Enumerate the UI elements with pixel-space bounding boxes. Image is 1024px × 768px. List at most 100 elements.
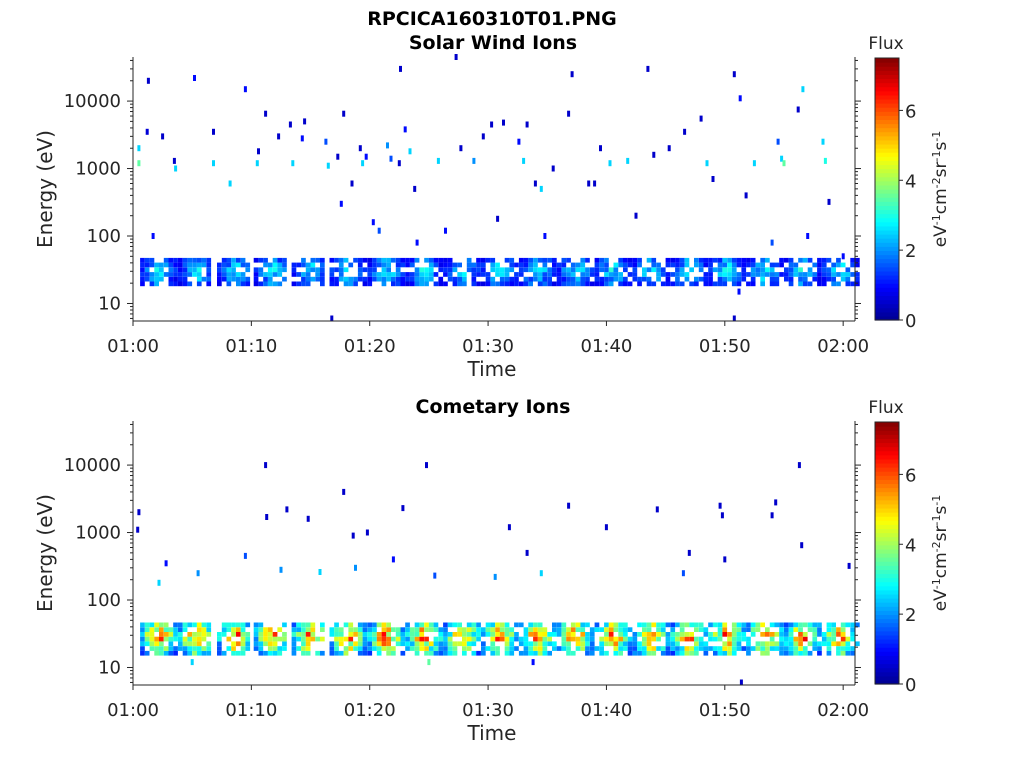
- band-cell: [717, 267, 723, 273]
- band-cell: [570, 636, 576, 642]
- band-cell: [755, 262, 761, 268]
- band-cell: [348, 281, 354, 287]
- band-cell: [542, 262, 548, 268]
- band-cell: [580, 267, 586, 273]
- band-cell: [514, 646, 519, 651]
- colorbar-segment: [875, 143, 899, 149]
- band-cell: [272, 646, 278, 651]
- band-cell: [296, 272, 301, 277]
- band-cell: [267, 267, 273, 273]
- flux-point: [415, 239, 419, 246]
- band-cell: [679, 257, 685, 263]
- band-cell: [731, 632, 737, 637]
- band-cell: [566, 636, 571, 642]
- band-cell: [144, 636, 150, 642]
- band-cell: [608, 622, 614, 628]
- band-cell: [192, 636, 197, 642]
- colorbar-segment: [875, 577, 899, 583]
- band-cell: [604, 627, 609, 632]
- band-cell: [462, 272, 467, 277]
- colorbar-tick-label: 4: [905, 535, 916, 556]
- band-cell: [499, 276, 505, 282]
- band-cell: [338, 632, 344, 637]
- band-cell: [675, 622, 680, 628]
- band-cell: [236, 622, 241, 628]
- band-cell: [168, 636, 174, 642]
- band-cell: [675, 272, 680, 277]
- band-cell: [755, 646, 761, 651]
- band-cell: [201, 646, 207, 651]
- band-cell: [651, 281, 657, 287]
- band-cell: [499, 622, 505, 628]
- band-cell: [367, 272, 373, 277]
- band-cell: [514, 622, 519, 628]
- band-cell: [703, 641, 709, 647]
- band-cell: [533, 632, 538, 637]
- band-cell: [855, 281, 860, 287]
- band-cell: [504, 632, 510, 637]
- colorbar-segment: [875, 164, 899, 170]
- band-cell: [694, 276, 699, 282]
- colorbar-segment: [875, 115, 899, 120]
- flux-point: [193, 75, 196, 81]
- band-cell: [679, 622, 685, 628]
- flux-point: [454, 54, 458, 60]
- band-cell: [154, 636, 159, 642]
- band-cell: [192, 632, 197, 637]
- band-cell: [381, 281, 387, 287]
- band-cell: [537, 636, 543, 642]
- band-cell: [604, 272, 609, 277]
- band-cell: [670, 281, 676, 287]
- band-cell: [623, 267, 628, 273]
- colorbar-segment: [875, 454, 899, 460]
- band-cell: [523, 632, 529, 637]
- band-cell: [656, 632, 661, 637]
- band-cell: [694, 641, 699, 647]
- flux-point: [243, 552, 247, 559]
- band-cell: [245, 646, 251, 651]
- band-cell: [798, 281, 803, 287]
- band-cell: [301, 627, 306, 632]
- band-cell: [272, 257, 278, 263]
- band-cell: [850, 627, 855, 632]
- band-cell: [140, 646, 145, 651]
- band-cell: [599, 650, 604, 656]
- band-cell: [727, 636, 732, 642]
- band-cell: [599, 636, 604, 642]
- band-cell: [599, 641, 604, 647]
- band-cell: [660, 646, 666, 651]
- flux-point: [172, 157, 176, 164]
- band-cell: [660, 650, 666, 656]
- band-cell: [485, 622, 491, 628]
- band-cell: [580, 641, 586, 647]
- band-cell: [362, 627, 368, 632]
- flux-point: [257, 148, 260, 155]
- y-tick-label: 10000: [64, 91, 121, 112]
- band-cell: [779, 262, 784, 268]
- band-cell: [604, 636, 609, 642]
- band-cell: [481, 650, 486, 656]
- band-cell: [447, 622, 453, 628]
- band-cell: [504, 276, 510, 282]
- band-cell: [395, 641, 401, 647]
- flux-point: [136, 526, 140, 533]
- band-cell: [708, 276, 713, 282]
- band-cell: [765, 650, 770, 656]
- band-cell: [618, 650, 623, 656]
- band-cell: [476, 636, 481, 642]
- band-cell: [277, 257, 283, 263]
- band-cell: [585, 281, 590, 287]
- band-cell: [817, 632, 822, 637]
- colorbar-segment: [875, 426, 899, 431]
- colorbar-segment: [875, 610, 899, 615]
- band-cell: [651, 262, 657, 268]
- band-cell: [826, 641, 832, 647]
- band-cell: [206, 281, 212, 287]
- x-axis-label: Time: [467, 357, 517, 381]
- band-cell: [812, 632, 818, 637]
- band-cell: [471, 622, 477, 628]
- y-tick-label: 10: [98, 293, 121, 314]
- band-cell: [282, 646, 287, 651]
- band-cell: [495, 267, 500, 273]
